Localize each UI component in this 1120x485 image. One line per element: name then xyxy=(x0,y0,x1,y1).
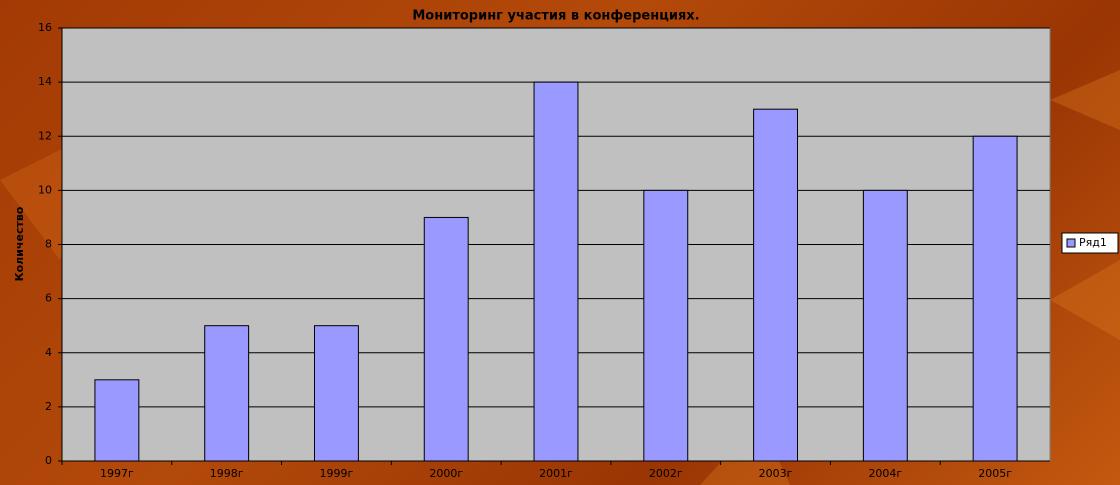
bar xyxy=(424,217,468,461)
y-tick-label: 14 xyxy=(38,75,52,88)
chart: Мониторинг участия в конференциях. Колич… xyxy=(0,0,1120,485)
legend-swatch xyxy=(1067,239,1075,247)
x-tick-label: 2003г xyxy=(759,467,793,480)
y-tick-label: 6 xyxy=(45,292,52,305)
x-tick-label: 2000г xyxy=(429,467,463,480)
x-tick-label: 2005г xyxy=(978,467,1012,480)
y-tick-label: 10 xyxy=(38,183,52,196)
y-tick-label: 12 xyxy=(38,129,52,142)
x-tick-label: 1997г xyxy=(100,467,134,480)
bar xyxy=(973,136,1017,461)
bar xyxy=(534,82,578,461)
y-tick-label: 2 xyxy=(45,400,52,413)
y-tick-label: 0 xyxy=(45,454,52,467)
bar xyxy=(205,326,249,461)
x-tick-label: 2004г xyxy=(868,467,902,480)
bar xyxy=(863,190,907,461)
bar xyxy=(314,326,358,461)
y-axis-label: Количество xyxy=(13,206,26,281)
bar xyxy=(95,380,139,461)
bar xyxy=(754,109,798,461)
bar xyxy=(644,190,688,461)
y-tick-label: 4 xyxy=(45,346,52,359)
chart-title: Мониторинг участия в конференциях. xyxy=(412,9,699,24)
y-tick-label: 16 xyxy=(38,21,52,34)
x-tick-label: 2001г xyxy=(539,467,573,480)
y-tick-label: 8 xyxy=(45,238,52,251)
x-tick-label: 1999г xyxy=(320,467,354,480)
legend-label: Ряд1 xyxy=(1079,236,1107,249)
x-tick-label: 1998г xyxy=(210,467,244,480)
x-tick-label: 2002г xyxy=(649,467,683,480)
